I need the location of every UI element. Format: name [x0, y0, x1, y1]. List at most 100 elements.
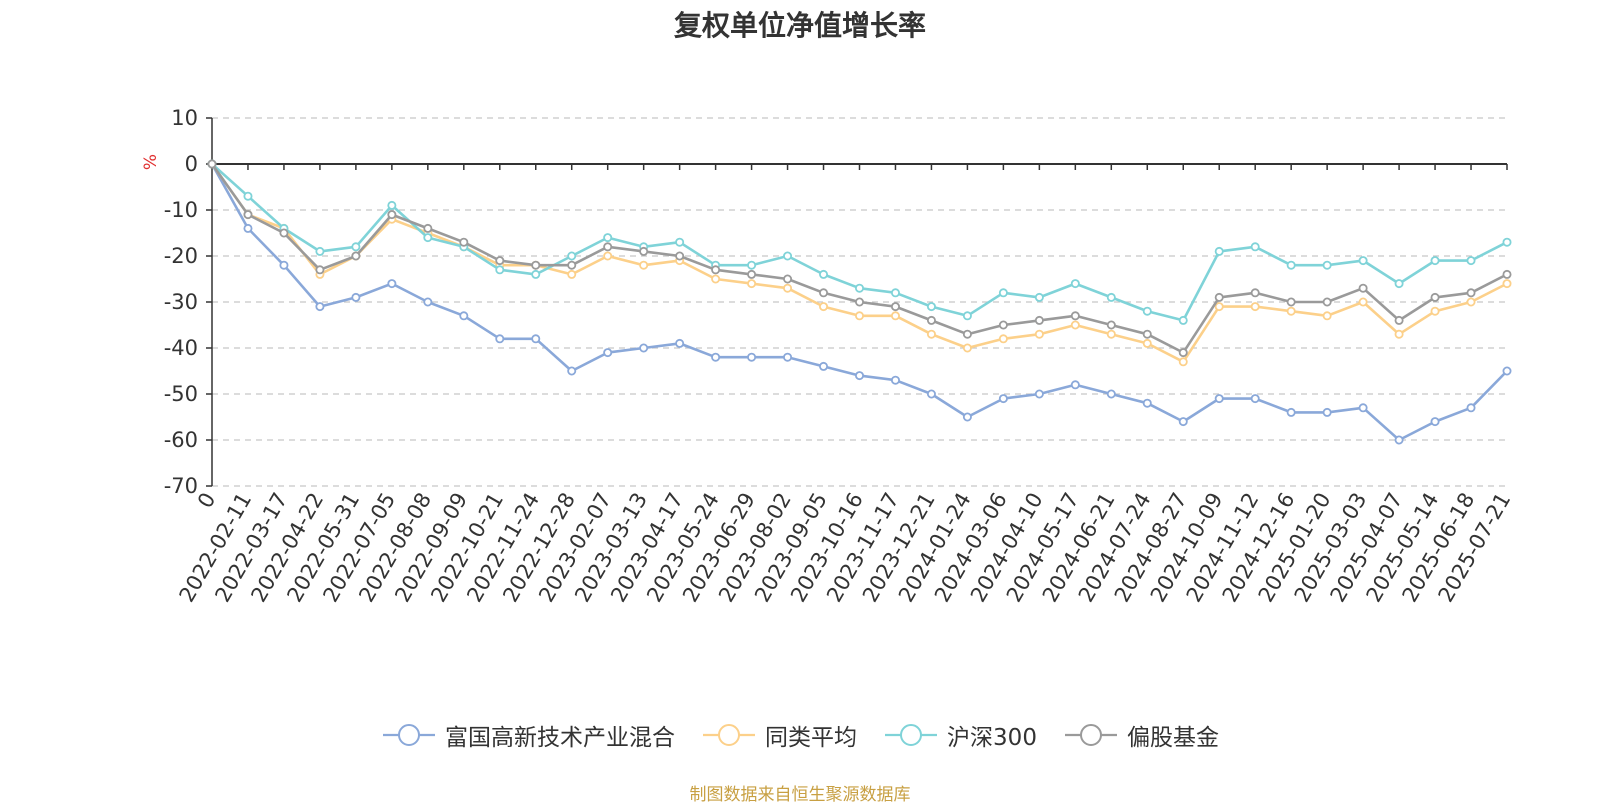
legend-item[interactable]: 同类平均	[701, 718, 857, 752]
series-line	[210, 163, 1508, 354]
series-line	[211, 163, 1508, 322]
data-point	[1214, 394, 1224, 404]
data-point	[423, 233, 433, 243]
legend-circle	[718, 724, 741, 746]
data-point	[387, 200, 397, 210]
data-point	[603, 233, 613, 243]
data-point	[675, 251, 685, 261]
axis-layer: 100-10-20-30-40-50-60-7002022-02-112022-…	[164, 106, 1516, 606]
data-point	[890, 311, 900, 321]
data-point	[890, 375, 900, 385]
legend-item[interactable]: 富国高新技术产业混合	[381, 718, 675, 752]
data-point	[1394, 315, 1404, 325]
data-point	[1178, 357, 1188, 367]
data-point	[1178, 315, 1188, 325]
data-point	[1214, 246, 1224, 256]
data-point	[423, 297, 433, 307]
y-tick-label: -60	[164, 428, 198, 452]
data-point	[890, 302, 900, 312]
y-axis-unit-label: %	[141, 154, 161, 170]
data-point	[423, 223, 433, 233]
data-point	[243, 191, 253, 201]
data-point	[962, 343, 972, 353]
series-layer	[207, 159, 1512, 445]
data-point	[1322, 407, 1332, 417]
data-point	[351, 251, 361, 261]
data-point	[459, 237, 469, 247]
data-point	[387, 279, 397, 289]
data-point	[1502, 269, 1512, 279]
data-point	[1430, 306, 1440, 316]
legend-label: 同类平均	[765, 725, 858, 751]
y-tick-label: -50	[164, 382, 198, 406]
data-point	[639, 343, 649, 353]
data-point	[639, 246, 649, 256]
data-point	[207, 159, 217, 169]
data-point	[1034, 389, 1044, 399]
data-point	[1286, 260, 1296, 270]
data-point	[962, 412, 972, 422]
data-point	[1250, 302, 1260, 312]
data-point	[1502, 279, 1512, 289]
data-point	[1466, 288, 1476, 298]
data-point	[926, 329, 936, 339]
data-point	[1502, 366, 1512, 376]
legend-marker-icon	[383, 724, 436, 746]
data-point	[1142, 338, 1152, 348]
data-point	[1106, 292, 1116, 302]
data-point	[926, 302, 936, 312]
legend-circle	[1079, 724, 1102, 746]
x-tick-label: 0	[193, 489, 220, 513]
data-point	[819, 361, 829, 371]
data-point	[711, 352, 721, 362]
legend-item[interactable]: 沪深300	[883, 718, 1037, 752]
y-tick-label: -20	[164, 244, 198, 268]
data-point	[747, 269, 757, 279]
legend-item[interactable]: 偏股基金	[1063, 718, 1219, 752]
data-point	[783, 352, 793, 362]
data-point	[1466, 256, 1476, 266]
data-point	[926, 315, 936, 325]
legend-label: 偏股基金	[1126, 725, 1219, 751]
data-point	[243, 223, 253, 233]
legend-circle	[398, 724, 421, 746]
data-point	[603, 251, 613, 261]
data-point	[315, 246, 325, 256]
data-point	[1214, 302, 1224, 312]
data-point	[1358, 256, 1368, 266]
data-point	[962, 311, 972, 321]
data-point	[279, 260, 289, 270]
data-point	[1466, 297, 1476, 307]
y-tick-label: -30	[164, 290, 198, 314]
data-point	[567, 269, 577, 279]
data-point	[747, 279, 757, 289]
data-point	[1394, 279, 1404, 289]
legend-marker-icon	[703, 724, 756, 746]
data-point	[567, 260, 577, 270]
data-point	[1070, 380, 1080, 390]
data-point	[855, 283, 865, 293]
data-point	[387, 210, 397, 220]
data-point	[711, 274, 721, 284]
data-point	[819, 269, 829, 279]
data-point	[1106, 320, 1116, 330]
y-tick-label: -10	[164, 198, 198, 222]
data-point	[531, 260, 541, 270]
data-point	[1070, 279, 1080, 289]
legend: 富国高新技术产业混合 同类平均 沪深300 偏股基金	[0, 718, 1600, 752]
data-point	[711, 265, 721, 275]
data-point	[747, 352, 757, 362]
data-point	[243, 210, 253, 220]
data-point	[855, 297, 865, 307]
data-point	[315, 302, 325, 312]
data-point	[279, 228, 289, 238]
data-point	[1286, 297, 1296, 307]
y-tick-label: 0	[185, 152, 198, 176]
data-point	[639, 260, 649, 270]
data-point	[1322, 260, 1332, 270]
legend-label: 沪深300	[947, 725, 1037, 751]
data-point	[567, 366, 577, 376]
data-point	[1358, 403, 1368, 413]
data-point	[1430, 256, 1440, 266]
